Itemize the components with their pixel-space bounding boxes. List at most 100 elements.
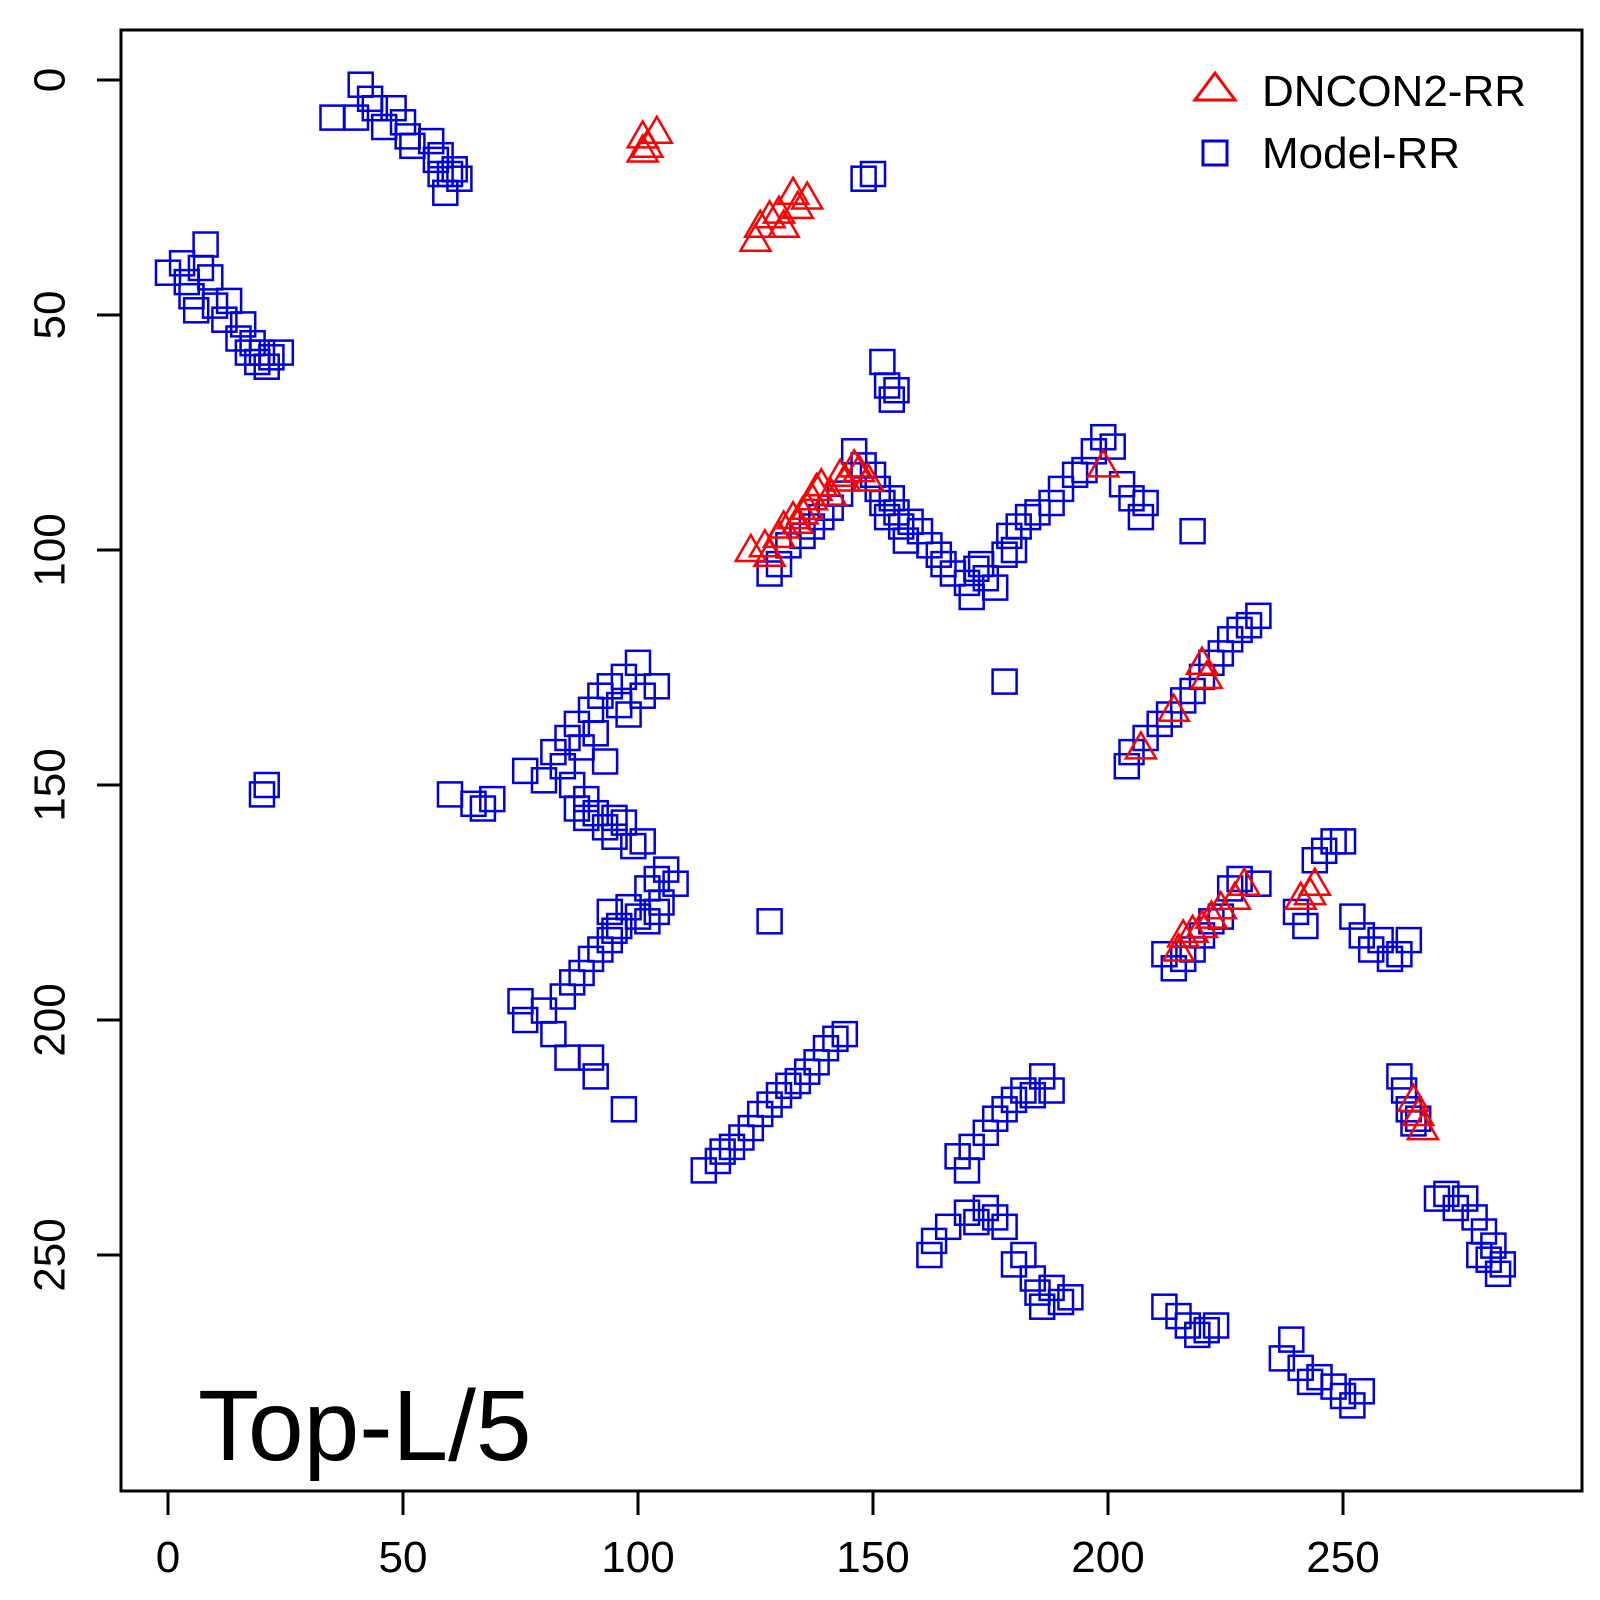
x-tick-label: 0 [156, 1533, 180, 1582]
x-tick-label: 200 [1071, 1533, 1144, 1582]
y-tick-label: 250 [26, 1218, 75, 1291]
dncon2-rr-point [780, 189, 815, 220]
model-rr-point [1155, 701, 1183, 728]
model-rr-point [930, 550, 957, 578]
model-rr-point [1367, 926, 1394, 954]
model-rr-point [1160, 955, 1188, 982]
model-rr-point [1108, 470, 1136, 498]
model-rr-point [878, 386, 906, 413]
model-rr-point [225, 325, 252, 352]
model-rr-point [1174, 1312, 1202, 1339]
model-rr-point [540, 738, 567, 766]
dncon2-rr-point [775, 499, 811, 530]
model-rr-point [916, 1241, 943, 1269]
model-rr-point [417, 127, 445, 155]
model-rr-point [1470, 1218, 1498, 1245]
dncon2-rr-point [1405, 1110, 1441, 1141]
model-rr-point [1184, 1321, 1211, 1349]
model-rr-point [1339, 1392, 1366, 1419]
dncon2-rr-point [752, 537, 787, 567]
model-rr-point [991, 1213, 1018, 1241]
model-rr-point [1071, 456, 1098, 484]
model-rr-point [1480, 1232, 1507, 1259]
model-rr-point [883, 376, 910, 404]
model-rr-point [1386, 940, 1413, 968]
model-rr-point [624, 649, 652, 677]
model-rr-point [873, 372, 901, 399]
model-rr-point [1132, 724, 1159, 752]
model-rr-point [577, 945, 605, 973]
model-rr-point [239, 329, 266, 357]
model-rr-point [991, 668, 1018, 695]
model-rr-point [1442, 1194, 1470, 1222]
dncon2-rr-point [1401, 1096, 1436, 1127]
model-rr-point [1061, 461, 1089, 489]
model-rr-point [1024, 499, 1051, 526]
legend-marker-dncon2-rr [1192, 70, 1238, 102]
model-rr-point [1278, 1326, 1305, 1353]
model-rr-point [963, 1208, 990, 1236]
model-rr-point [784, 1067, 812, 1095]
model-rr-point [629, 828, 656, 855]
dncon2-rr-point [1203, 889, 1238, 920]
model-rr-point [648, 889, 675, 916]
dncon2-rr-point [733, 532, 768, 563]
model-rr-point [615, 893, 642, 921]
model-rr-point [1019, 1081, 1047, 1109]
y-tick-label: 150 [26, 748, 75, 821]
model-rr-point [1000, 1086, 1028, 1114]
x-tick-label: 100 [601, 1533, 674, 1582]
model-rr-point [1057, 1284, 1084, 1311]
model-rr-point [1386, 1063, 1413, 1090]
model-rr-point [1395, 1096, 1423, 1123]
model-rr-point [601, 917, 628, 944]
model-rr-point [1118, 485, 1145, 512]
model-rr-point [1132, 489, 1159, 517]
model-rr-point [168, 250, 196, 277]
legend-label-model-rr: Model-RR [1262, 129, 1460, 178]
model-rr-point [182, 297, 210, 324]
model-rr-point [568, 959, 595, 987]
dncon2-rr-point [639, 114, 674, 144]
model-rr-point [953, 1199, 981, 1226]
model-rr-point [596, 898, 624, 926]
model-rr-point [958, 1133, 985, 1161]
model-rr-point [530, 767, 558, 794]
model-rr-point [1038, 489, 1065, 517]
model-rr-point [582, 720, 609, 747]
model-rr-point [460, 790, 487, 818]
model-rr-point [422, 146, 450, 174]
model-rr-point [991, 1096, 1018, 1123]
model-rr-point [652, 856, 680, 883]
model-rr-point [793, 1058, 821, 1085]
dncon2-rr-point [837, 447, 872, 478]
model-rr-point [897, 508, 924, 536]
model-rr-point [972, 564, 1000, 592]
model-rr-point [756, 560, 783, 587]
dncon2-rr-point [1297, 866, 1332, 896]
dncon2-rr-point [1166, 917, 1201, 948]
model-rr-point [737, 1114, 765, 1142]
model-rr-point [248, 781, 276, 808]
model-rr-point [822, 1025, 849, 1053]
model-rr-point [1306, 1363, 1333, 1391]
dncon2-rr-point [775, 175, 811, 206]
model-rr-point [765, 1081, 793, 1109]
model-rr-point [427, 141, 454, 169]
y-tick-label: 50 [26, 291, 75, 340]
model-rr-point [573, 804, 600, 832]
model-rr-point [1080, 438, 1108, 465]
model-rr-point [953, 569, 981, 597]
model-rr-point [601, 804, 628, 832]
model-rr-point [916, 532, 943, 559]
model-rr-point [267, 339, 295, 366]
model-rr-point [756, 1091, 783, 1118]
dncon2-rr-point [752, 198, 787, 229]
legend-marker-model-rr [1201, 139, 1229, 167]
model-rr-point [229, 311, 257, 338]
model-rr-point [991, 541, 1018, 568]
model-rr-point [577, 696, 605, 724]
model-rr-point [1475, 1246, 1502, 1273]
model-rr-point [1292, 912, 1319, 940]
model-rr-point [248, 339, 276, 366]
